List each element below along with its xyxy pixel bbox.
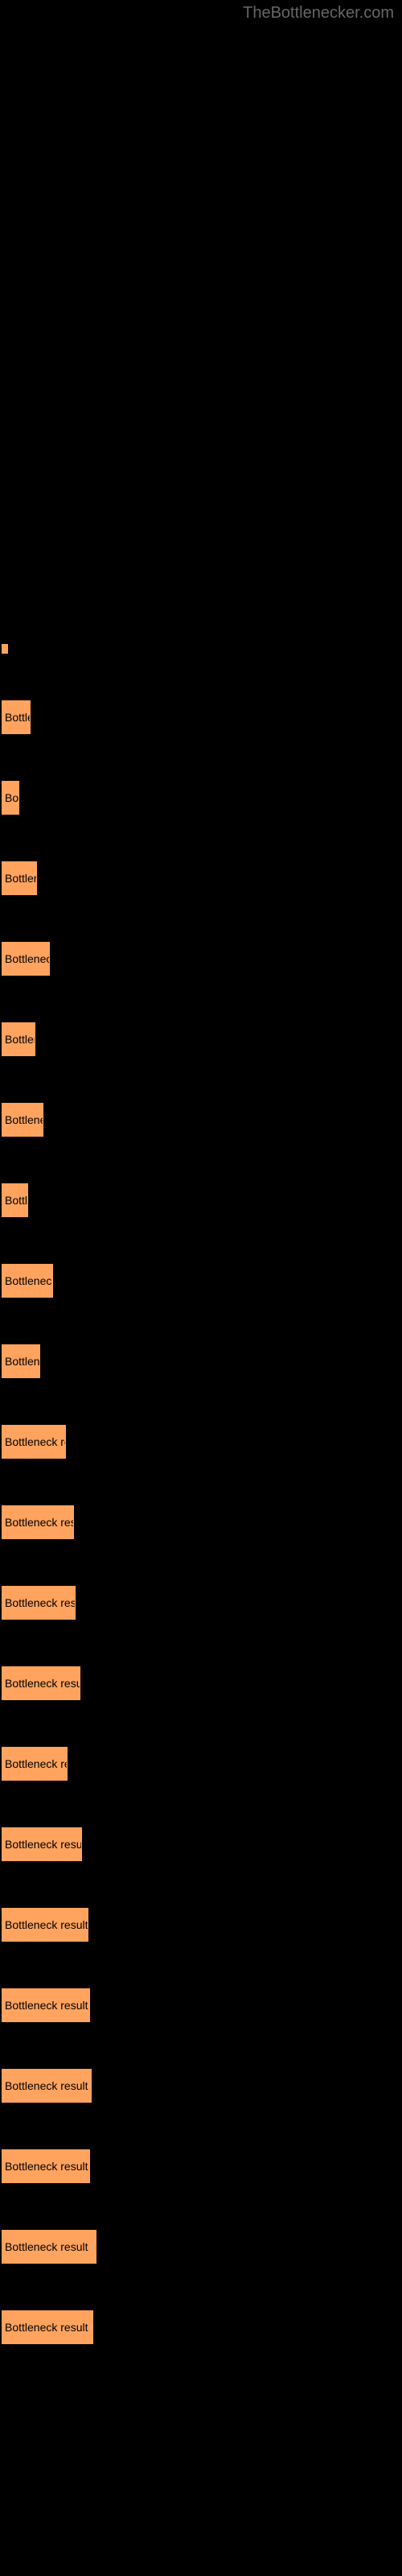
- bar-label: Bottleneck resu: [5, 1435, 66, 1448]
- bar-row: Bottleneck result: [2, 1586, 402, 1620]
- bar-row: Bottleneck result: [2, 1908, 402, 1942]
- bar-row: Bottleneck result: [2, 2149, 402, 2183]
- bar-label: Bottleneck result: [5, 2079, 88, 2092]
- bar-row: [2, 644, 402, 654]
- bar-row: Bo: [2, 781, 402, 815]
- bar-row: Bottleneck result: [2, 2230, 402, 2264]
- bar-label: Bottleneck result: [5, 1999, 88, 2012]
- chart-bar: Bottlene: [2, 1022, 35, 1056]
- chart-bar: Bottleneck r: [2, 1264, 53, 1298]
- chart-bar: Bottleneck result: [2, 2310, 93, 2344]
- bar-row: Bottlene: [2, 1344, 402, 1378]
- bar-row: Bottle: [2, 1183, 402, 1217]
- bar-label: Bo: [5, 791, 18, 804]
- bar-row: Bottleneck: [2, 1103, 402, 1137]
- bar-row: Bottleneck result: [2, 1827, 402, 1861]
- chart-bar: Bottleneck result: [2, 2230, 96, 2264]
- bar-label: Bottleneck: [5, 1113, 43, 1126]
- chart-bar: Bottleneck: [2, 1103, 43, 1137]
- bar-row: Bottleneck result: [2, 1505, 402, 1539]
- bar-label: Bottlene: [5, 872, 37, 885]
- bar-row: Bottleneck resu: [2, 1425, 402, 1459]
- bar-label: Bottleneck result: [5, 2240, 88, 2253]
- bar-chart: Bottle Bo Bottlene Bottleneck Bottlene Bottle…: [0, 0, 402, 2344]
- bar-label: Bottle: [5, 1194, 28, 1207]
- bar-label: Bottleneck result: [5, 1918, 88, 1931]
- chart-bar: Bottleneck result: [2, 1505, 74, 1539]
- bar-row: Bottlene: [2, 861, 402, 895]
- chart-bar: Bottleneck res: [2, 1747, 68, 1781]
- chart-bar: Bottlene: [2, 861, 37, 895]
- chart-bar: Bottleneck result: [2, 2149, 90, 2183]
- bar-label: Bottleneck result: [5, 2321, 88, 2334]
- bar-row: Bottleneck result: [2, 1666, 402, 1700]
- chart-bar: Bottleneck result: [2, 1666, 80, 1700]
- bar-label: Bottleneck result: [5, 2160, 88, 2173]
- chart-bar: Bottleneck result: [2, 1908, 88, 1942]
- bar-label: Bottleneck result: [5, 1677, 80, 1690]
- chart-bar: Bottleneck result: [2, 1827, 82, 1861]
- chart-bar: Bottleneck resu: [2, 1425, 66, 1459]
- bar-row: Bottleneck result: [2, 1988, 402, 2022]
- bar-label: Bottleneck result: [5, 1596, 76, 1609]
- bar-label: Bottleneck r: [5, 1274, 53, 1287]
- chart-bar: Bo: [2, 781, 19, 815]
- bar-row: Bottleneck: [2, 942, 402, 976]
- bar-label: Bottleneck: [5, 952, 50, 965]
- chart-bar: Bottle: [2, 1183, 28, 1217]
- chart-bar: Bottleneck result: [2, 1988, 90, 2022]
- bar-label: Bottleneck result: [5, 1516, 74, 1529]
- bar-row: Bottleneck res: [2, 1747, 402, 1781]
- bar-label: Bottlene: [5, 1355, 40, 1368]
- bar-row: Bottleneck result: [2, 2069, 402, 2103]
- chart-bar: Bottleneck result: [2, 1586, 76, 1620]
- bar-row: Bottleneck result: [2, 2310, 402, 2344]
- bar-row: Bottleneck r: [2, 1264, 402, 1298]
- watermark-text: TheBottlenecker.com: [243, 4, 394, 23]
- chart-bar: Bottleneck result: [2, 2069, 92, 2103]
- bar-label: Bottlene: [5, 1033, 35, 1046]
- bar-label: Bottle: [5, 711, 31, 724]
- chart-bar: Bottleneck: [2, 942, 50, 976]
- chart-bar: [2, 644, 8, 654]
- chart-bar: Bottle: [2, 700, 31, 734]
- bar-row: Bottle: [2, 700, 402, 734]
- bar-label: Bottleneck result: [5, 1838, 82, 1851]
- bar-label: Bottleneck res: [5, 1757, 68, 1770]
- bar-row: Bottlene: [2, 1022, 402, 1056]
- chart-bar: Bottlene: [2, 1344, 40, 1378]
